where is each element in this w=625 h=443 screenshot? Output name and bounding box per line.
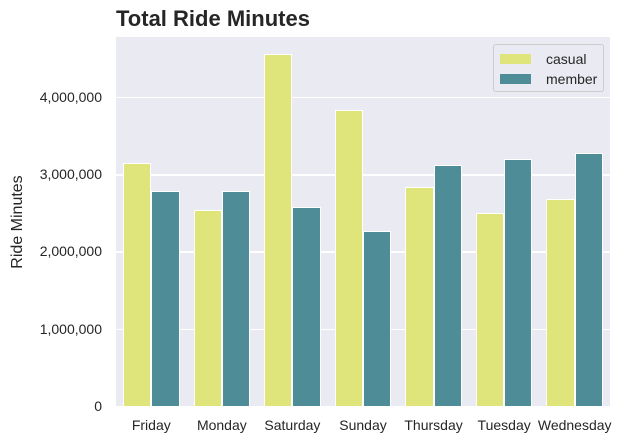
bar-member-monday — [221, 191, 251, 406]
bar-member-saturday — [292, 206, 321, 406]
x-tick-label: Wednesday — [537, 417, 612, 433]
y-tick-label: 1,000,000 — [39, 320, 102, 337]
legend-swatch-member — [500, 74, 531, 84]
y-tick-label: 4,000,000 — [39, 88, 102, 105]
chart-title: Total Ride Minutes — [116, 6, 310, 31]
bar-member-thursday — [433, 164, 462, 406]
y-axis-label: Ride Minutes — [9, 175, 26, 269]
bar-member-friday — [151, 191, 180, 406]
legend-label: casual — [546, 51, 587, 67]
legend-label: member — [546, 71, 598, 87]
bar-casual-friday — [123, 163, 152, 406]
y-tick-label: 3,000,000 — [39, 166, 102, 183]
plot-area — [116, 37, 610, 406]
x-tick-label: Sunday — [339, 417, 387, 433]
bar-member-sunday — [363, 230, 392, 406]
y-tick-label: 2,000,000 — [39, 243, 102, 260]
y-tick-label: 0 — [94, 398, 102, 414]
bar-member-tuesday — [504, 158, 533, 406]
x-tick-label: Monday — [196, 417, 247, 433]
gridline — [116, 96, 610, 99]
bar-casual-saturday — [264, 54, 293, 406]
bar-casual-monday — [193, 209, 222, 406]
bar-casual-sunday — [334, 110, 363, 406]
legend-item-member: member — [500, 70, 597, 88]
gridline — [116, 174, 610, 176]
legend-swatch-casual — [500, 54, 531, 64]
x-tick-label: Thursday — [404, 417, 463, 433]
bar-casual-thursday — [405, 187, 434, 406]
bar-casual-tuesday — [475, 212, 505, 406]
x-tick-label: Saturday — [264, 417, 321, 433]
x-tick-label: Tuesday — [477, 417, 531, 433]
x-tick-label: Friday — [131, 417, 171, 433]
bar-member-wednesday — [574, 153, 603, 406]
legend: casual member — [493, 44, 604, 92]
legend-item-casual: casual — [500, 50, 586, 68]
bar-casual-wednesday — [546, 198, 575, 406]
